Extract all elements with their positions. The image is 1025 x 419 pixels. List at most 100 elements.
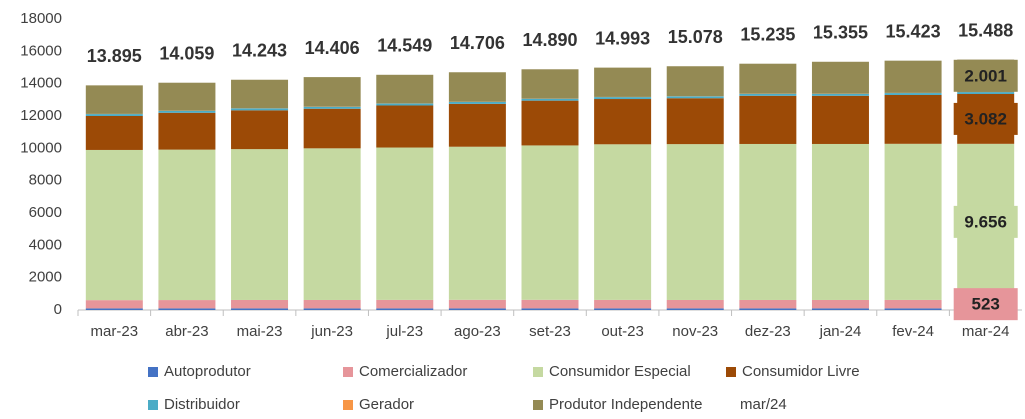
bar-segment <box>739 94 796 96</box>
bar-segment <box>376 104 433 106</box>
bar-segment <box>86 114 143 116</box>
x-tick-label: dez-23 <box>745 323 791 340</box>
data-label: 2.001 <box>964 66 1007 85</box>
bar-segment <box>594 99 651 144</box>
legend-label: Autoprodutor <box>164 363 251 380</box>
total-label: 13.895 <box>87 46 142 66</box>
bar-segment <box>885 144 942 300</box>
bar-segment <box>158 83 215 111</box>
legend-marker <box>533 367 543 377</box>
bar-segment <box>376 105 433 147</box>
y-tick-label: 2000 <box>29 269 62 286</box>
y-tick-label: 16000 <box>20 42 62 59</box>
x-tick-label: nov-23 <box>672 323 718 340</box>
total-label: 14.706 <box>450 33 505 53</box>
x-tick-label: jun-23 <box>310 323 353 340</box>
bar-segment <box>158 150 215 300</box>
bar-segment <box>158 300 215 308</box>
bar-segment <box>304 77 361 107</box>
bar-segment <box>594 308 651 310</box>
legend-label: Consumidor Especial <box>549 363 691 380</box>
bar-segment <box>522 308 579 310</box>
legend-label: mar/24 <box>740 396 787 413</box>
bar-segment <box>449 72 506 102</box>
bar-segment <box>594 144 651 300</box>
total-label: 14.406 <box>305 38 360 58</box>
bar-segment <box>885 308 942 310</box>
x-tick-label: ago-23 <box>454 323 501 340</box>
bar-segment <box>739 96 796 144</box>
bar-segment <box>86 308 143 310</box>
bar-segment <box>376 308 433 310</box>
legend-label: Consumidor Livre <box>742 363 860 380</box>
bar-segment <box>812 94 869 96</box>
legend-marker <box>343 400 353 410</box>
bar-segment <box>812 144 869 300</box>
bar-segment <box>86 300 143 308</box>
bar-segment <box>449 308 506 310</box>
bar-segment <box>885 300 942 308</box>
bar-segment <box>449 300 506 309</box>
bar-segment <box>667 308 724 310</box>
legend-label: Distribuidor <box>164 396 240 413</box>
bar-segment <box>304 148 361 300</box>
x-tick-label: jan-24 <box>819 323 862 340</box>
data-label: 523 <box>972 295 1000 314</box>
bar-segment <box>667 96 724 98</box>
bar-segment <box>667 300 724 308</box>
bar-segment <box>957 92 1014 94</box>
x-tick-label: mai-23 <box>237 323 283 340</box>
bar-segment <box>449 102 506 104</box>
bar-segment <box>667 144 724 300</box>
legend-label: Gerador <box>359 396 414 413</box>
y-tick-label: 12000 <box>20 107 62 124</box>
bar-segment <box>667 98 724 144</box>
bar-segment <box>812 300 869 308</box>
bar-segment <box>594 68 651 97</box>
bar-segment <box>449 147 506 300</box>
legend-marker <box>533 400 543 410</box>
y-tick-label: 0 <box>54 301 62 318</box>
bar-segment <box>522 99 579 101</box>
bar-segment <box>231 108 288 110</box>
bar-segment <box>812 62 869 94</box>
bar-segment <box>86 85 143 114</box>
bar-segment <box>522 145 579 299</box>
bar-segment <box>231 110 288 149</box>
x-tick-label: mar-24 <box>962 323 1010 340</box>
bar-segment <box>594 97 651 99</box>
x-tick-label: mar-23 <box>91 323 139 340</box>
y-tick-label: 18000 <box>20 10 62 27</box>
bar-segment <box>812 308 869 310</box>
total-label: 14.890 <box>522 30 577 50</box>
bar-segment <box>304 308 361 310</box>
bar-segment <box>812 96 869 144</box>
x-tick-label: fev-24 <box>892 323 934 340</box>
y-tick-label: 6000 <box>29 204 62 221</box>
bar-segment <box>158 308 215 310</box>
legend-marker <box>726 367 736 377</box>
bar-segment <box>86 150 143 300</box>
legend-marker <box>343 367 353 377</box>
bar-segment <box>667 66 724 96</box>
x-tick-label: abr-23 <box>165 323 208 340</box>
bar-segment <box>231 80 288 109</box>
total-label: 15.423 <box>886 21 941 41</box>
bar-segment <box>594 300 651 308</box>
total-label: 14.243 <box>232 40 287 60</box>
legend-label: Produtor Independente <box>549 396 702 413</box>
bar-segment <box>739 144 796 300</box>
bar-segment <box>885 95 942 144</box>
total-label: 15.235 <box>740 24 795 44</box>
bar-segment <box>522 69 579 98</box>
bar-segment <box>158 111 215 113</box>
legend-label: Comercializador <box>359 363 467 380</box>
total-label: 15.355 <box>813 23 868 43</box>
legend-marker <box>148 367 158 377</box>
bar-segment <box>739 308 796 310</box>
bar-segment <box>376 148 433 300</box>
bar-segment <box>231 308 288 310</box>
bar-segment <box>376 75 433 104</box>
data-label: 3.082 <box>964 109 1007 128</box>
